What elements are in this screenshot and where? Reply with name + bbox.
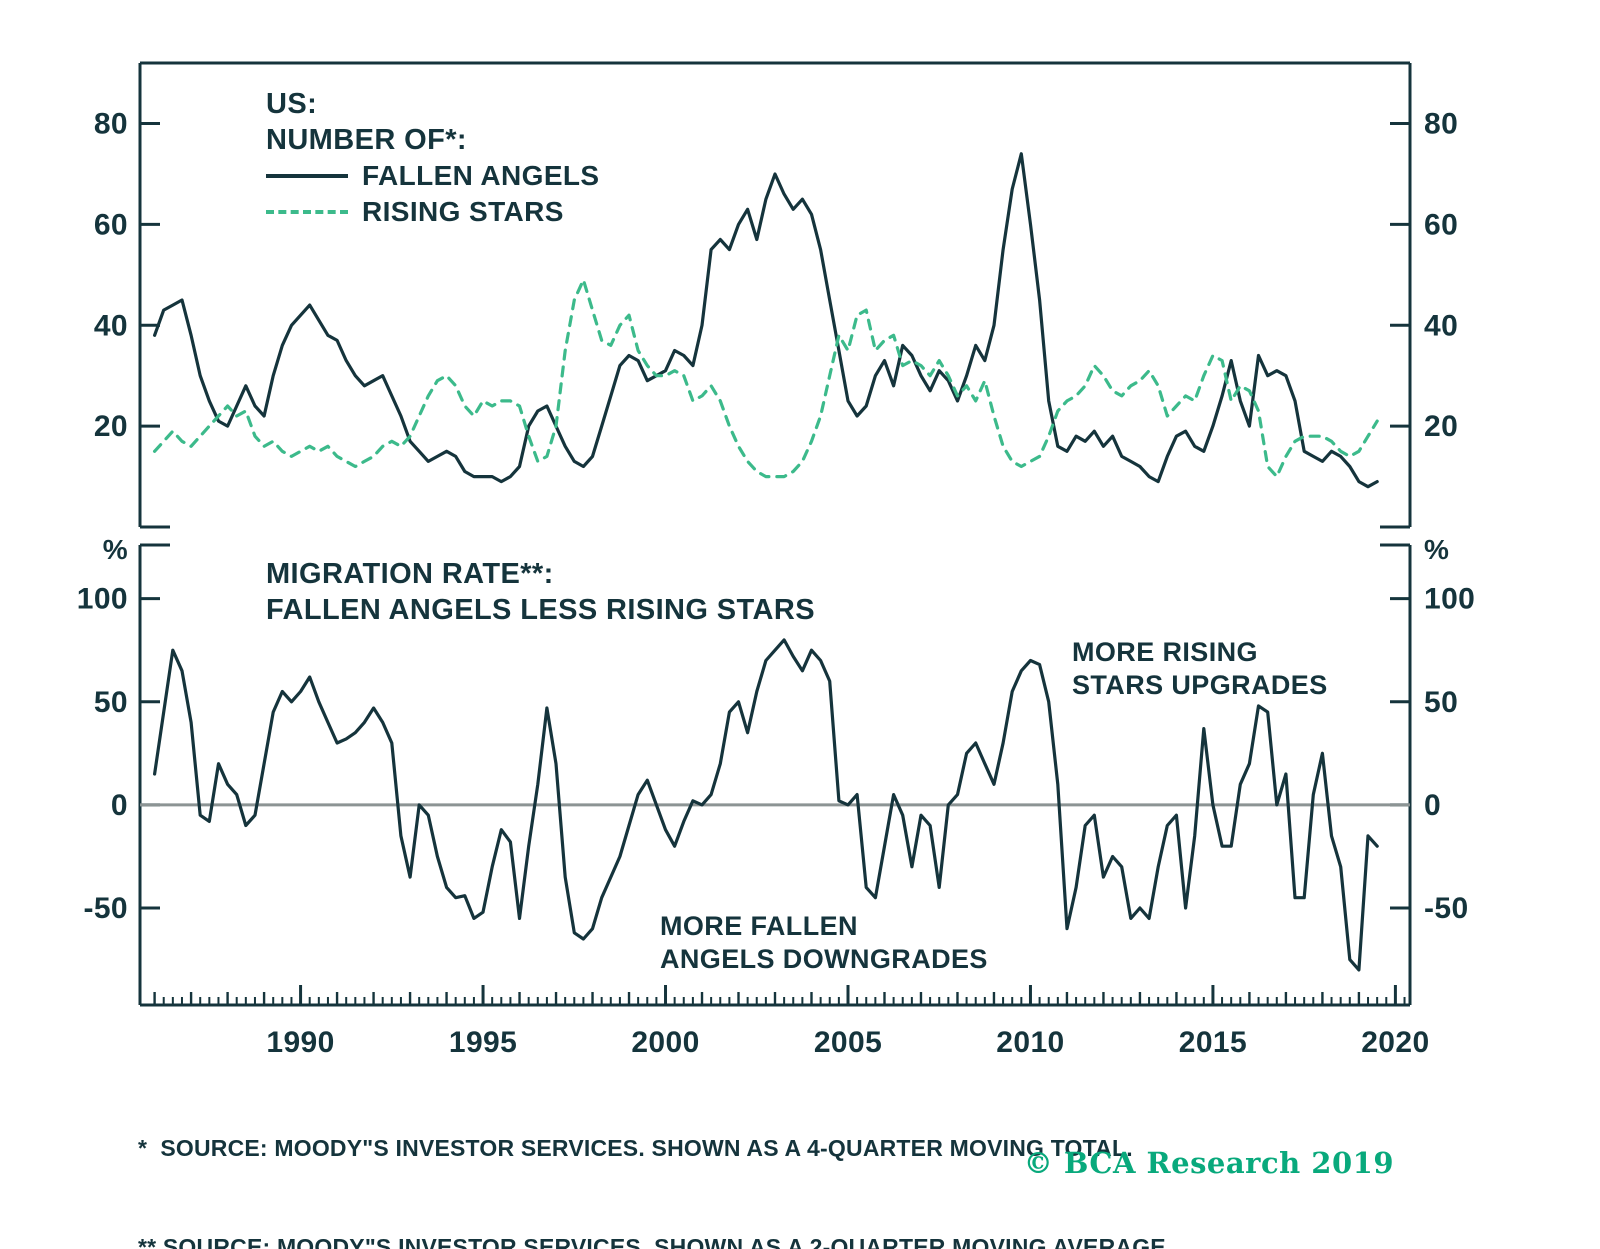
legend-item-rising-stars: RISING STARS bbox=[266, 194, 600, 230]
x-tick-label: 1995 bbox=[449, 1026, 517, 1059]
annotation-line: ANGELS DOWNGRADES bbox=[660, 944, 988, 974]
legend-title-country: US: bbox=[266, 88, 318, 120]
y-tick-label-left: 60 bbox=[94, 208, 128, 241]
footnote-source-1: * SOURCE: MOODY"S INVESTOR SERVICES. SHO… bbox=[138, 1135, 1133, 1161]
x-tick-label: 1990 bbox=[266, 1026, 334, 1059]
annotation-more-fallen-angels: MORE FALLEN ANGELS DOWNGRADES bbox=[660, 910, 988, 976]
y-tick-label-right: 50 bbox=[1424, 686, 1458, 719]
y-tick-label-right: 80 bbox=[1424, 108, 1458, 141]
dashed-line-swatch-icon bbox=[266, 210, 348, 214]
annotation-line: MORE RISING bbox=[1072, 637, 1258, 667]
percent-label-left: % bbox=[103, 534, 128, 565]
panel2-title: MIGRATION RATE**: FALLEN ANGELS LESS RIS… bbox=[266, 556, 815, 628]
x-tick-label: 2005 bbox=[814, 1026, 882, 1059]
y-tick-label-right: 20 bbox=[1424, 410, 1458, 443]
footnote-source-2: ** SOURCE: MOODY"S INVESTOR SERVICES. SH… bbox=[138, 1234, 1173, 1249]
panel2-title-line1: MIGRATION RATE**: bbox=[266, 558, 554, 590]
copyright-notice: © BCA Research 2019 bbox=[1023, 1146, 1394, 1180]
y-tick-label-right: -50 bbox=[1424, 892, 1469, 925]
y-tick-label-left: 50 bbox=[94, 686, 128, 719]
y-tick-label-left: 20 bbox=[94, 410, 128, 443]
legend-label-fallen-angels: FALLEN ANGELS bbox=[362, 160, 600, 191]
legend-title-measure: NUMBER OF*: bbox=[266, 124, 467, 156]
y-tick-label-right: 100 bbox=[1424, 583, 1475, 616]
y-tick-label-right: 40 bbox=[1424, 309, 1458, 342]
series-solid-line bbox=[153, 638, 1379, 972]
series-dashed-line bbox=[153, 278, 1379, 479]
y-tick-label-left: 100 bbox=[77, 583, 128, 616]
y-tick-label-right: 0 bbox=[1424, 789, 1441, 822]
annotation-line: MORE FALLEN bbox=[660, 911, 858, 941]
panel2-title-line2: FALLEN ANGELS LESS RISING STARS bbox=[266, 594, 815, 626]
legend: US: NUMBER OF*: FALLEN ANGELS RISING STA… bbox=[266, 86, 600, 230]
y-tick-label-left: -50 bbox=[83, 892, 128, 925]
series-solid-line bbox=[153, 152, 1379, 489]
x-tick-label: 2000 bbox=[631, 1026, 699, 1059]
x-tick-label: 2020 bbox=[1361, 1026, 1429, 1059]
y-tick-label-left: 0 bbox=[111, 789, 128, 822]
x-tick-label: 2010 bbox=[996, 1026, 1064, 1059]
footnotes: * SOURCE: MOODY"S INVESTOR SERVICES. SHO… bbox=[138, 1066, 1172, 1249]
legend-label-rising-stars: RISING STARS bbox=[362, 196, 564, 227]
annotation-more-rising-stars: MORE RISING STARS UPGRADES bbox=[1072, 636, 1328, 702]
annotation-line: STARS UPGRADES bbox=[1072, 670, 1328, 700]
percent-label-right: % bbox=[1424, 534, 1449, 565]
y-tick-label-right: 60 bbox=[1424, 208, 1458, 241]
x-tick-label: 2015 bbox=[1179, 1026, 1247, 1059]
y-tick-label-left: 40 bbox=[94, 309, 128, 342]
solid-line-swatch-icon bbox=[266, 174, 348, 178]
y-tick-label-left: 80 bbox=[94, 108, 128, 141]
legend-item-fallen-angels: FALLEN ANGELS bbox=[266, 158, 600, 194]
